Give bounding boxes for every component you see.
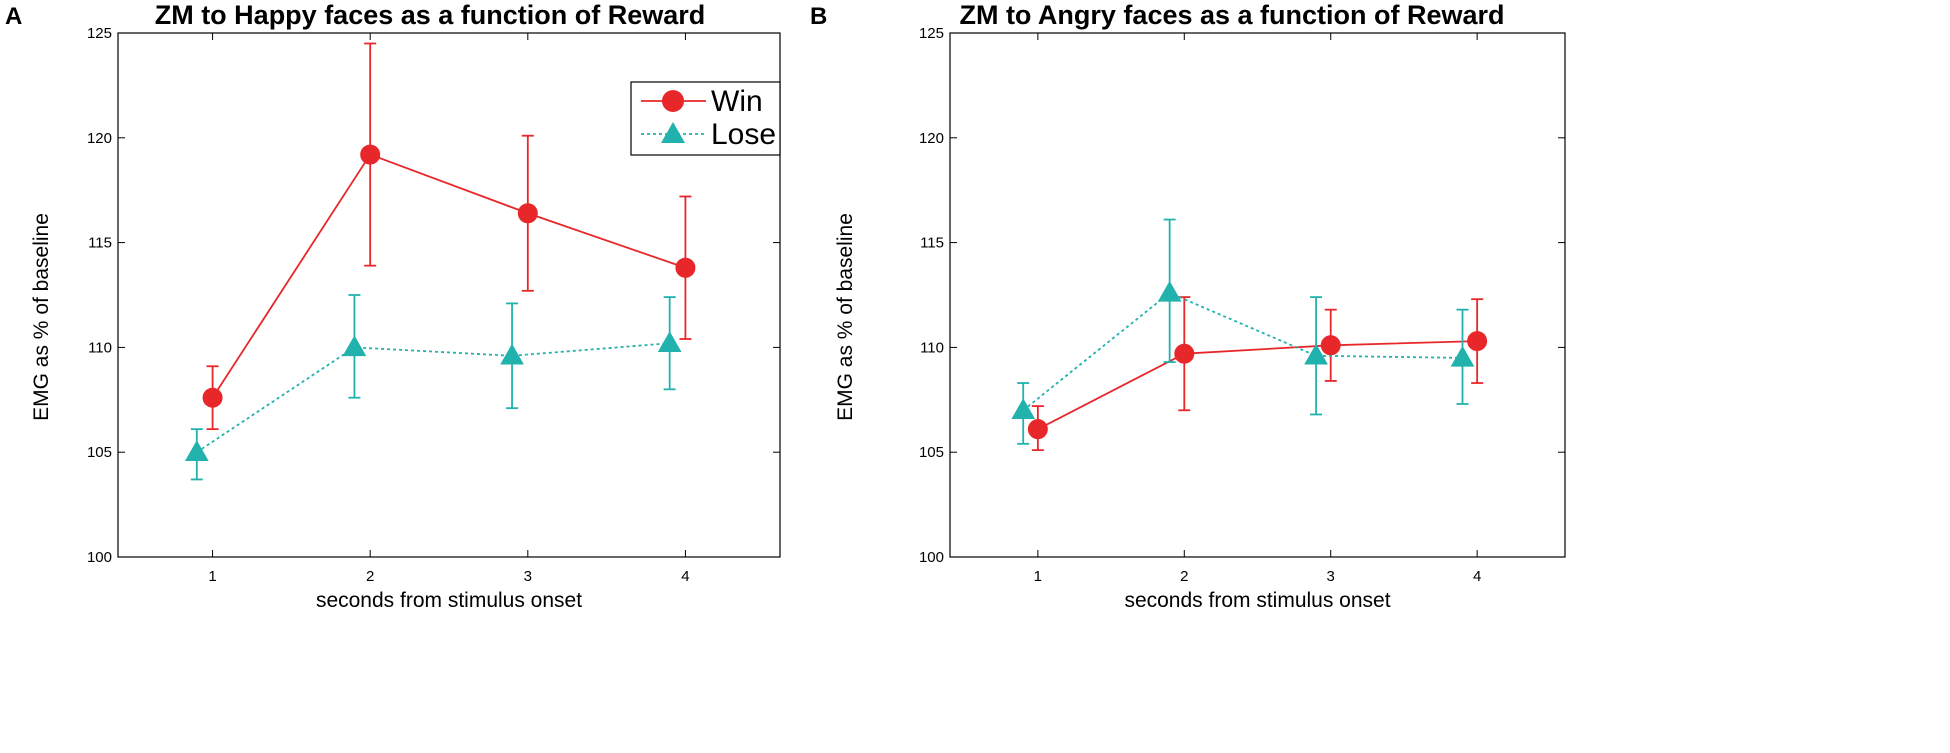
x-tick-label: 1: [208, 568, 216, 585]
series-win: [1027, 296, 1488, 452]
y-tick-label: 105: [919, 444, 944, 461]
legend-marker-lose: [661, 122, 685, 143]
y-tick-label: 115: [88, 235, 112, 252]
plot-area-frame: [117, 32, 781, 558]
legend-label-lose: Lose: [711, 118, 776, 151]
y-tick-label: 105: [87, 444, 112, 461]
legend-marker-win: [662, 90, 684, 112]
chart-title: ZM to Angry faces as a function of Rewar…: [959, 0, 1504, 30]
chart-title: ZM to Happy faces as a function of Rewar…: [155, 0, 706, 30]
data-point-win: [1320, 335, 1341, 356]
y-axis-label: EMG as % of baseline: [834, 213, 857, 421]
data-point-win: [517, 203, 538, 224]
y-tick-label: 100: [919, 549, 944, 566]
y-tick-label: 120: [87, 130, 112, 147]
series-line-win: [211, 153, 686, 399]
data-point-win: [1027, 419, 1048, 440]
y-tick-label: 110: [88, 339, 112, 356]
y-axis-label: EMG as % of baseline: [30, 213, 53, 421]
y-tick-label: 120: [919, 130, 944, 147]
y-tick-label: 110: [920, 339, 944, 356]
x-tick-label: 3: [1327, 568, 1335, 585]
x-tick-label: 4: [681, 568, 689, 585]
data-point-lose: [1011, 398, 1036, 420]
legend-label-win: Win: [711, 85, 763, 118]
series-line-win: [1037, 340, 1478, 430]
panel-letter: A: [5, 3, 22, 30]
data-point-lose: [500, 343, 524, 365]
data-point-win: [1174, 343, 1195, 364]
chart-panel-b: B ZM to Angry faces as a function of Rewa…: [810, 0, 1566, 612]
data-point-lose: [184, 440, 209, 461]
panel-letter: B: [810, 3, 827, 30]
data-point-win: [360, 144, 381, 165]
x-tick-label: 4: [1473, 568, 1481, 585]
y-tick-label: 125: [87, 25, 112, 42]
series-line-lose: [196, 342, 670, 453]
x-tick-label: 3: [524, 568, 532, 585]
legend-box: [630, 81, 781, 156]
data-point-win: [202, 387, 223, 408]
series-win: [202, 42, 696, 431]
data-point-lose: [1450, 345, 1475, 367]
x-tick-label: 2: [366, 568, 374, 585]
data-point-win: [675, 257, 696, 278]
data-point-win: [1467, 331, 1488, 352]
series-line-lose: [1022, 291, 1463, 411]
y-tick-label: 115: [920, 235, 944, 252]
x-tick-label: 2: [1180, 568, 1188, 585]
x-axis-label: seconds from stimulus onset: [316, 589, 582, 612]
y-tick-label: 125: [919, 25, 944, 42]
data-point-lose: [1304, 343, 1328, 365]
chart-panel-a: A ZM to Happy faces as a function of Rewa…: [5, 0, 781, 612]
plot-area-frame: [949, 32, 1566, 558]
data-point-lose: [1157, 280, 1182, 302]
series-lose: [184, 294, 682, 481]
y-tick-label: 100: [87, 549, 112, 566]
data-point-lose: [657, 331, 682, 352]
series-lose: [1011, 218, 1475, 445]
data-point-lose: [342, 335, 367, 357]
x-axis-label: seconds from stimulus onset: [1124, 589, 1390, 612]
x-tick-label: 1: [1034, 568, 1042, 585]
